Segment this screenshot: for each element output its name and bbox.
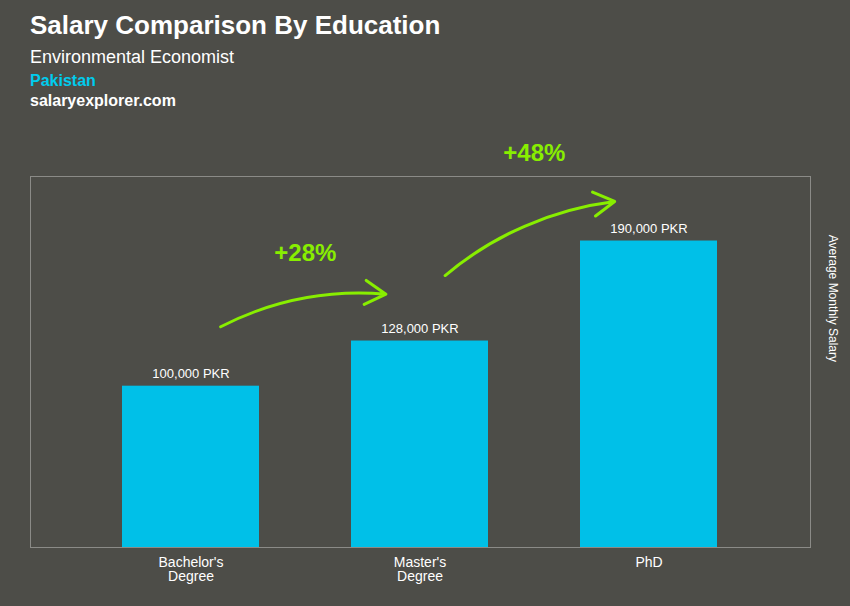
svg-text:100,000 PKR: 100,000 PKR — [152, 366, 229, 381]
html-text:Pakistan: Pakistan — [30, 72, 96, 89]
svg-text:128,000 PKR: 128,000 PKR — [381, 321, 458, 336]
svg-text:Average Monthly Salary: Average Monthly Salary — [826, 235, 840, 362]
svg-text:Master'sDegree: Master'sDegree — [394, 554, 446, 584]
html-text:Salary Comparison By Education: Salary Comparison By Education — [30, 10, 441, 40]
svg-text:190,000 PKR: 190,000 PKR — [610, 221, 687, 236]
svg-text:PhD: PhD — [635, 554, 662, 570]
html-text:Environmental Economist: Environmental Economist — [30, 47, 235, 67]
html-text:salaryexplorer.com: salaryexplorer.com — [30, 92, 176, 109]
svg-text:+48%: +48% — [503, 139, 565, 166]
svg-text:+28%: +28% — [274, 239, 336, 266]
svg-text:Bachelor'sDegree: Bachelor'sDegree — [159, 554, 224, 584]
